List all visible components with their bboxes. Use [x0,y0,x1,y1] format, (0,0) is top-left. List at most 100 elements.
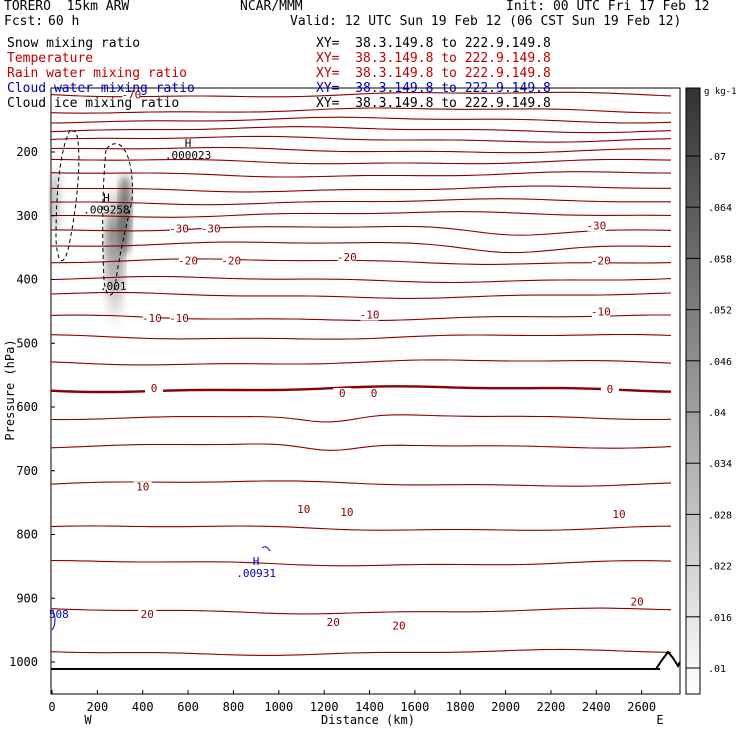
high-value: .00931 [236,567,276,580]
terrain-profile [655,650,681,670]
contour-label: 0 [339,387,346,400]
x-tick-label: 1400 [355,700,384,714]
contour-label: -10 [169,312,189,325]
init-time: Init: 00 UTC Fri 17 Feb 12 [506,0,710,14]
colorbar-tick-label: .01 [708,664,726,675]
x-tick-label: 800 [223,700,245,714]
contour-label-bg [591,306,610,318]
contour-label: -10 [142,312,162,325]
x-tick-label: 0 [48,700,55,714]
high-marker: H [103,191,110,204]
contour-label: 0 [607,383,614,396]
contour-label: 20 [141,608,154,621]
temperature-contour [50,275,672,284]
contour-label: -20 [337,251,357,264]
contour-label: 10 [297,503,310,516]
colorbar-tick-label: .04 [708,408,726,419]
temperature-contour [50,291,672,299]
contour-label-bg [610,509,628,521]
extremum-label: 508 [49,608,69,621]
contour-label-bg [600,384,619,396]
legend-item-xy: XY= 38.3.149.8 to 222.9.149.8 [316,96,551,111]
y-tick-label: 800 [16,528,38,542]
valid-time: Valid: 12 UTC Sun 19 Feb 12 (06 CST Sun … [290,14,682,29]
temperature-contour [50,126,672,134]
legend-item-name: Snow mixing ratio [7,36,141,51]
y-axis-label: Pressure (hPa) [3,339,17,440]
contour-label: -30 [201,223,221,236]
y-tick-label: 300 [16,209,38,223]
cloud-water-contour [51,609,56,631]
x-tick-label: 400 [132,700,154,714]
contour-label-bg [179,255,198,267]
temperature-contour [50,525,671,531]
y-tick-label: 500 [16,336,38,350]
contour-label: -30 [586,219,606,232]
contour-label-bg [222,255,241,267]
temperature-contour [50,146,671,154]
contour-label-bg [138,609,157,621]
contour-label: -20 [178,254,198,267]
temperature-contour [50,107,671,114]
x-axis-west-label: W [84,713,92,727]
colorbar-tick-label: .034 [708,459,732,470]
temperature-contour [50,443,672,451]
x-axis-east-label: E [656,713,663,727]
colorbar-tick-label: .022 [708,562,732,573]
temperature-contour [51,211,672,218]
contour-label: 10 [612,508,625,521]
y-tick-label: 400 [16,273,38,287]
contour-label: -20 [221,254,241,267]
high-value: .000023 [165,149,211,162]
legend-item-xy: XY= 38.3.149.8 to 222.9.149.8 [316,66,551,81]
temperature-contour [51,225,672,236]
colorbar [685,87,701,695]
contour-label: -10 [591,305,611,318]
fcst-value: 60 h [48,14,80,29]
x-tick-label: 2600 [627,700,656,714]
contour-label: -20 [591,254,611,267]
temperature-contour [50,359,672,366]
y-tick-label: 900 [16,591,38,605]
contour-label: 10 [340,506,353,519]
contour-label: 20 [392,620,405,633]
contour-label-bg [170,312,189,324]
snow-shading-core [118,175,132,255]
contour-label-bg [337,252,356,264]
contour-label: -30 [169,223,189,236]
colorbar-tick-label: .064 [708,203,732,214]
contour-label-bg [142,312,161,324]
center-title: NCAR/MMM [240,0,303,14]
colorbar-tick-label: .028 [708,510,732,521]
cloud-water-contour [261,546,271,552]
x-tick-label: 1200 [310,700,339,714]
contour-label-bg [170,223,189,235]
high-marker: H [253,555,260,568]
legend-item-xy: XY= 38.3.149.8 to 222.9.149.8 [316,51,551,66]
temperature-contour [50,91,672,98]
contour-label: 20 [327,616,340,629]
contour-label-bg [365,387,384,399]
colorbar-tick-label: .058 [708,254,732,265]
y-tick-label: 700 [16,464,38,478]
temperature-contour [51,258,672,265]
y-tick-label: 200 [16,145,38,159]
legend-item-name: Temperature [7,51,94,66]
contour-label: 20 [631,595,644,608]
contour-label-bg [591,255,610,267]
temperature-contour [50,171,672,178]
contour-label-bg [587,220,606,232]
fcst-label: Fcst: [4,14,44,29]
temperature-contour [50,333,672,340]
temperature-contour [50,158,672,165]
contour-label: 0 [371,387,378,400]
contour-label-bg [360,309,379,321]
contour-label: -70 [121,89,141,102]
contour-label: 10 [136,481,149,494]
y-tick-label: 1000 [9,655,38,669]
contour-label-bg [628,596,647,608]
temperature-contour [50,116,672,124]
contour-label: -10 [360,309,380,322]
legend-item-name: Cloud ice mixing ratio [7,96,180,111]
